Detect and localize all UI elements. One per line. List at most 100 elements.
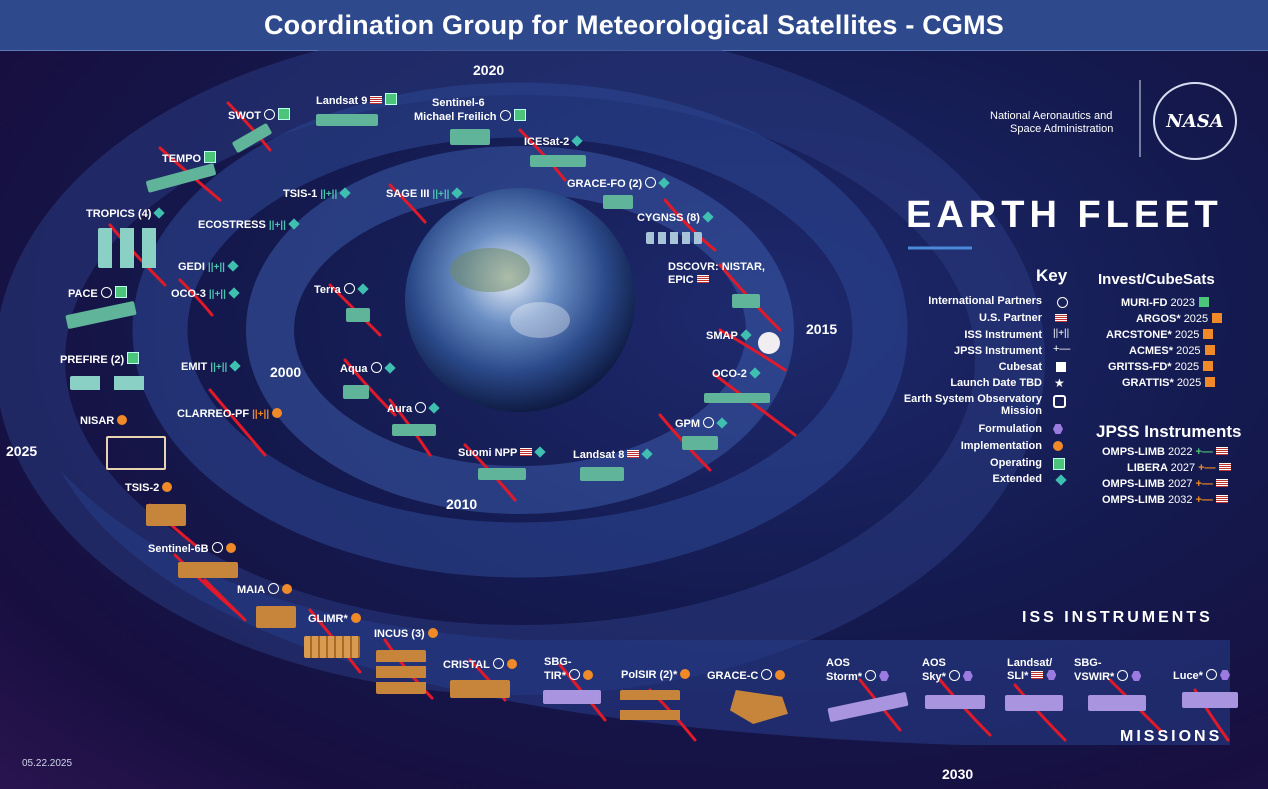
cubesat-item: ARGOS* 2025 [1136,313,1223,325]
cubesat-item: ARCSTONE* 2025 [1106,329,1214,341]
missions-heading: MISSIONS [1120,728,1223,745]
mission-cygnss: CYGNSS (8) [637,211,714,224]
satellite-landsat-9 [316,114,378,126]
mission-smap: SMAP [706,329,752,342]
mission-tsis-2: TSIS-2 [125,482,173,494]
key-item-iss: ISS Instrument [964,329,1042,341]
mission-clarreo-pf: CLARREO-PF ||+|| [177,408,283,420]
mission-prefire: PREFIRE (2) [60,352,140,366]
cube-icon [1198,297,1209,307]
mission-sbg-vswir: SBG- VSWIR* [1074,657,1142,684]
year-2010: 2010 [446,496,478,512]
satellite-tsis-2 [146,504,186,526]
mission-tsis-1: TSIS-1 ||+|| [283,187,351,200]
mission-sentinel-6: Sentinel-6 [432,97,485,109]
cube-icon [1056,362,1066,372]
mission-grace-fo: GRACE-FO (2) [567,177,670,190]
key-item-cubesat: Cubesat [998,361,1042,373]
cubesat-item: GRATTIS* 2025 [1122,377,1216,389]
key-item-international: International Partners [928,295,1042,307]
satellite-landsat-sli [1005,695,1063,711]
mission-oco-3: OCO-3 ||+|| [171,287,240,300]
mission-gedi: GEDI ||+|| [178,260,239,273]
mission-cristal: CRISTAL [443,658,517,671]
satellite-oco-2 [704,393,770,403]
mission-sentinel-6b: Sentinel-6B [148,542,236,555]
satellite-aqua [343,385,369,399]
cube-icon [1205,377,1216,387]
fleet-title: EARTH FLEET [906,194,1223,236]
satellite-gpm [682,436,718,450]
satellite-aura [392,424,436,436]
mission-maia: MAIA [237,583,293,596]
mission-nisar: NISAR [80,415,128,427]
jpss-title: JPSS Instruments [1096,422,1242,441]
mission-sbg-tir: SBG- TIR* [544,656,593,683]
page-title: Coordination Group for Meteorological Sa… [263,9,1005,40]
year-2025: 2025 [6,443,38,459]
key-item-jpss: JPSS Instrument [953,345,1042,357]
satellite-terra [346,308,370,322]
jpss-item: OMPS-LIMB 2022 +— [1102,446,1228,458]
satellite-luce [1182,692,1238,708]
circle-icon [1053,441,1063,451]
satellite-landsat-8 [580,467,624,481]
satellite-icesat-2 [530,155,586,167]
mission-ecostress: ECOSTRESS ||+|| [198,218,300,231]
key-item-eso: Earth System Observatory Mission [903,393,1042,417]
mission-suomi-npp: Suomi NPP [458,446,546,459]
satellite-dscovr [732,294,760,308]
agency-name-line1: National Aeronautics and [990,110,1113,122]
key-item-us-partner: U.S. Partner [979,312,1042,324]
flag-icon [1055,314,1067,322]
eso-icon [1053,395,1066,408]
satellite-prefire [70,376,150,390]
iss-icon: ||+|| [1053,328,1070,339]
mission-terra: Terra [314,283,369,296]
mission-oco-2: OCO-2 [712,367,761,380]
mission-band [60,470,1230,745]
year-2020: 2020 [473,62,505,78]
mission-dscovr: DSCOVR: NISTAR, EPIC [668,261,765,286]
mission-polsir: PolSIR (2)* [621,669,691,681]
mission-pace: PACE [68,286,127,300]
mission-landsat-8: Landsat 8 [573,448,654,461]
year-2030: 2030 [942,766,974,782]
mission-landsat-sli: Landsat/SLI* [1007,657,1057,683]
satellite-incus [376,650,426,694]
inner-orbit-band [246,146,794,514]
satellite-maia [256,606,296,628]
mission-glimr: GLIMR* [308,613,361,625]
satellite-tropics [98,228,158,268]
iss-instruments-heading: ISS INSTRUMENTS [1022,609,1213,626]
mission-swot: SWOT [228,108,290,122]
hexagon-icon [1053,424,1063,434]
star-icon: ★ [1054,376,1065,390]
satellite-sentinel-6b [178,562,238,578]
title-bar: Coordination Group for Meteorological Sa… [0,0,1268,51]
jpss-icon: +— [1053,343,1071,355]
cube-icon [1203,361,1214,371]
key-item-extended: Extended [992,473,1042,485]
mission-aos-sky: AOS Sky* [922,657,973,684]
mission-sage-iii: SAGE III ||+|| [386,187,464,200]
date-stamp: 05.22.2025 [22,758,73,769]
year-2015: 2015 [806,321,838,337]
key-item-implementation: Implementation [960,440,1042,452]
satellite-smap [758,332,780,354]
cubesat-item: MURI-FD 2023 [1121,297,1209,309]
key-item-formulation: Formulation [978,423,1042,435]
satellite-aos-sky [925,695,985,709]
mission-aos-storm: AOS Storm* [826,657,890,684]
cube-icon [1212,313,1223,323]
satellite-sbg-tir [543,690,601,704]
mission-incus: INCUS (3) [374,628,438,640]
globe-icon [1057,297,1068,308]
year-2000: 2000 [270,364,302,380]
agency-name-line2: Space Administration [1010,123,1114,135]
square-icon [1053,458,1065,470]
earth-globe [405,188,635,412]
satellite-polsir [620,690,680,724]
key-title: Key [1036,266,1068,285]
mission-luce: Luce* [1173,669,1230,682]
